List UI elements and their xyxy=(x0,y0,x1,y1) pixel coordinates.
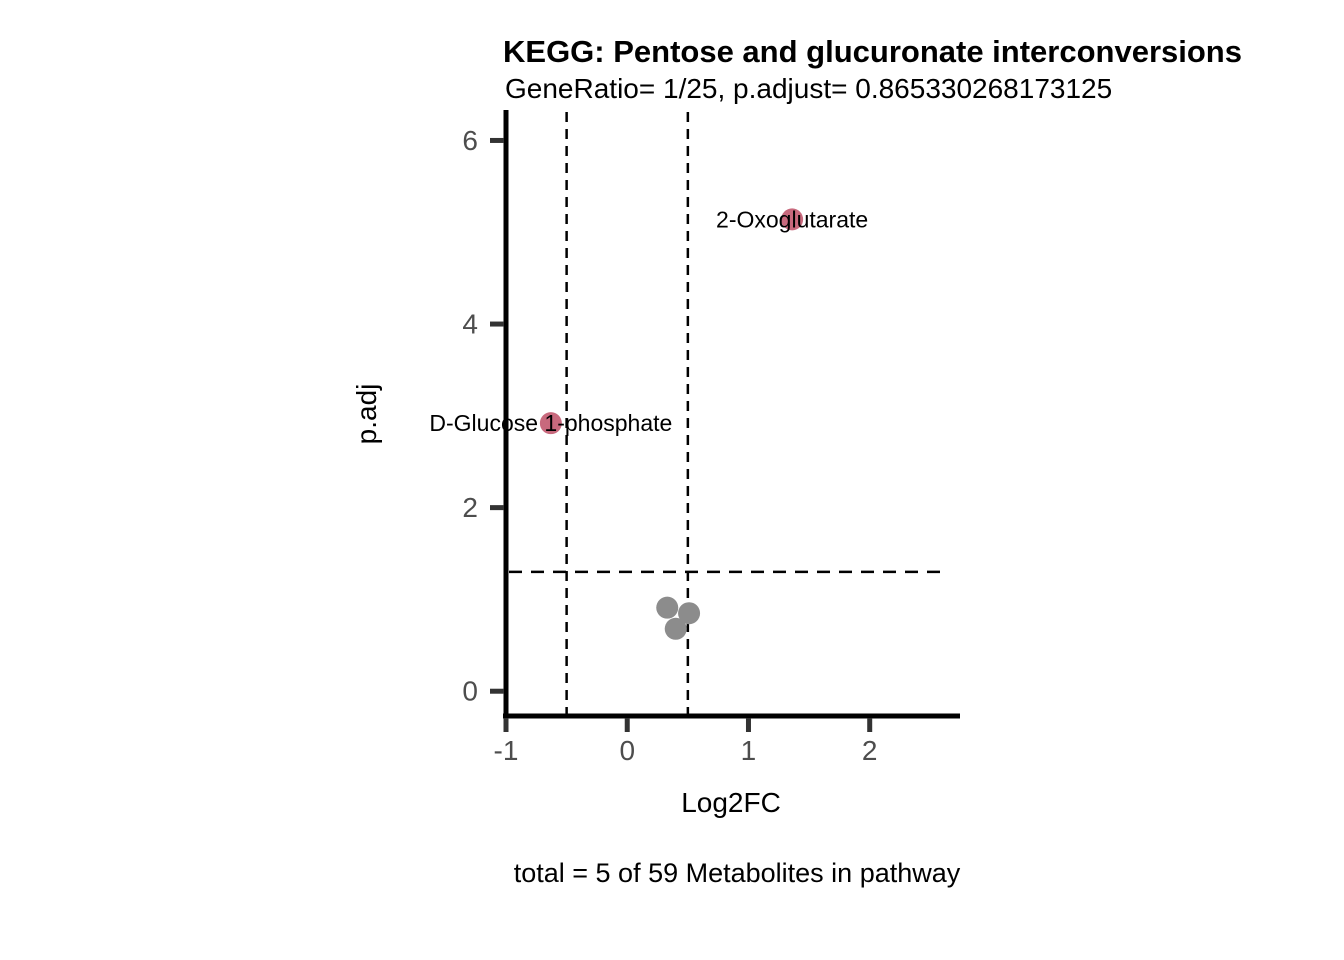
data-point xyxy=(539,412,562,435)
chart-title: KEGG: Pentose and glucuronate interconve… xyxy=(503,34,1242,69)
chart-subtitle: GeneRatio= 1/25, p.adjust= 0.86533026817… xyxy=(505,73,1113,104)
y-tick-label: 0 xyxy=(462,676,478,707)
x-tick-label: -1 xyxy=(494,735,519,766)
data-point xyxy=(781,208,804,231)
data-point xyxy=(678,602,701,625)
y-tick-label: 2 xyxy=(462,492,478,523)
point-label: 2-Oxoglutarate xyxy=(716,206,868,232)
chart-caption: total = 5 of 59 Metabolites in pathway xyxy=(513,858,961,888)
x-axis-title: Log2FC xyxy=(681,787,781,818)
x-tick-label: 0 xyxy=(619,735,635,766)
y-tick-label: 4 xyxy=(462,309,478,340)
y-tick-label: 6 xyxy=(462,125,478,156)
x-tick-label: 2 xyxy=(862,735,878,766)
point-label: D-Glucose 1-phosphate xyxy=(429,410,672,436)
data-point xyxy=(656,596,679,619)
data-point xyxy=(664,617,687,640)
x-tick-label: 1 xyxy=(741,735,757,766)
